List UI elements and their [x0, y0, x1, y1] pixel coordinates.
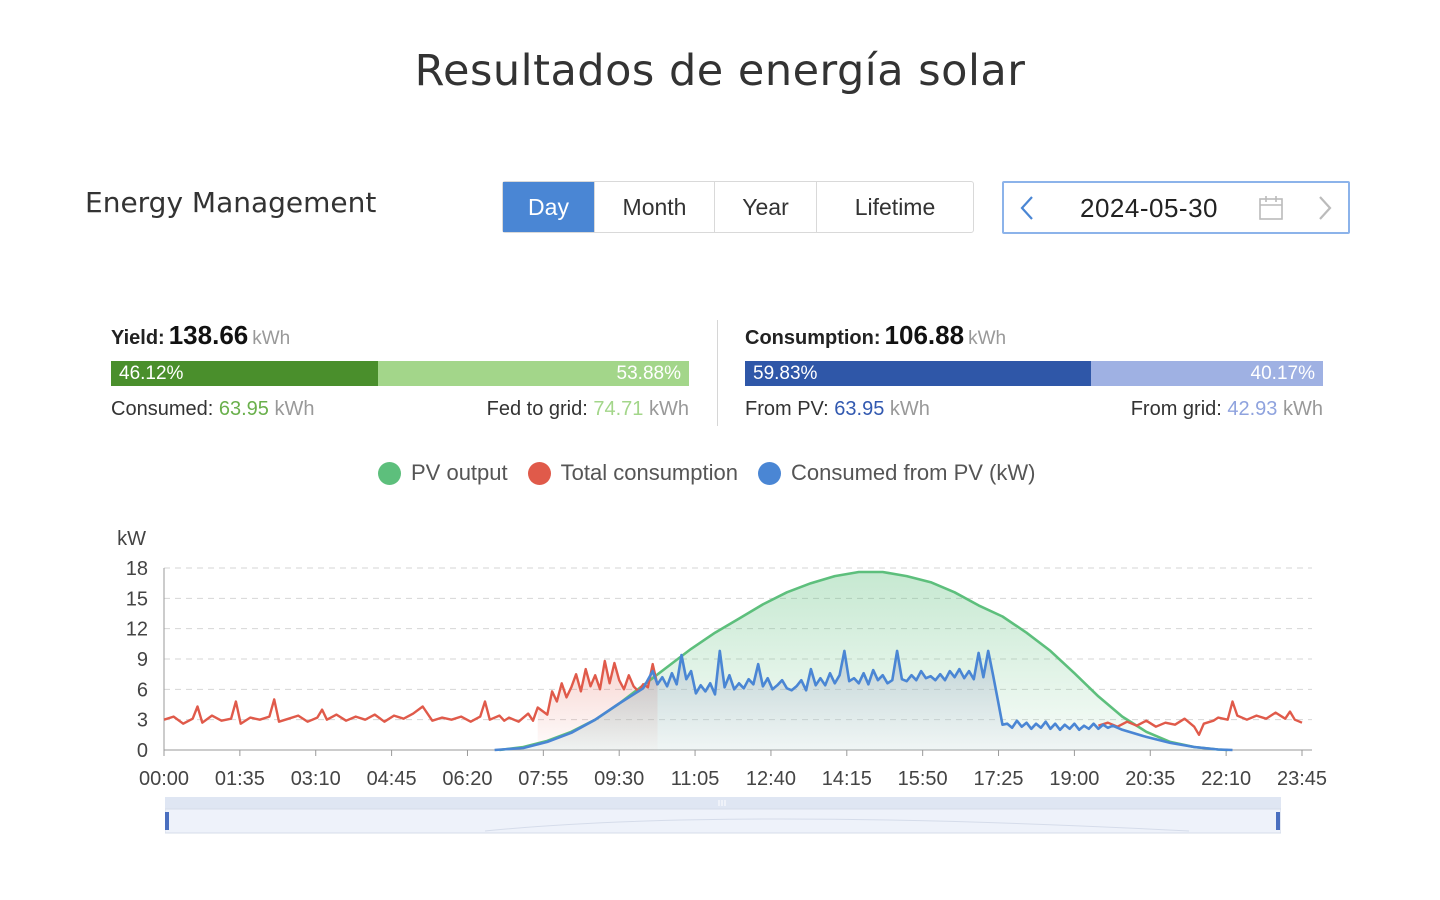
consumption-pv-segment: 59.83% [745, 361, 1091, 386]
period-tabs: Day Month Year Lifetime [502, 181, 974, 233]
yield-fed-segment: 53.88% [377, 361, 689, 386]
date-value[interactable]: 2024-05-30 [1080, 193, 1218, 223]
yield-consumed-segment: 46.12% [111, 361, 378, 386]
yield-fed-unit: kWh [649, 398, 689, 420]
zoom-slider[interactable] [165, 797, 1281, 835]
tab-lifetime[interactable]: Lifetime [854, 193, 936, 220]
y-tick-label: 6 [137, 679, 148, 701]
y-tick-label: 9 [137, 649, 148, 671]
x-tick-label: 00:00 [139, 768, 189, 790]
tab-year[interactable]: Year [715, 182, 817, 232]
x-tick-label: 04:45 [367, 768, 417, 790]
yield-fed-value: 74.71 [593, 398, 644, 420]
yield-consumed-pct: 46.12% [119, 362, 184, 384]
consumption-summary: Consumption: 106.88 kWh [745, 320, 1006, 351]
y-tick-label: 12 [126, 619, 148, 641]
legend-item-consumption[interactable]: Total consumption [527, 460, 738, 486]
yield-consumed-unit: kWh [274, 398, 315, 420]
date-picker[interactable]: 2024-05-30 [1002, 181, 1350, 234]
x-tick-label: 01:35 [215, 768, 265, 790]
yield-value: 138.66 [168, 320, 249, 350]
x-tick-label: 14:15 [822, 768, 872, 790]
x-tick-label: 15:50 [898, 768, 948, 790]
consumption-from-pv: From PV: 63.95 kWh [745, 398, 930, 421]
x-tick-label: 07:55 [518, 768, 568, 790]
consumption-label: Consumption: [745, 327, 881, 349]
y-tick-label: 15 [126, 588, 148, 610]
y-tick-label: 18 [126, 558, 148, 580]
x-tick-label: 03:10 [291, 768, 341, 790]
yield-fed-pct: 53.88% [616, 362, 681, 384]
from-pv-value: 63.95 [834, 398, 885, 420]
tab-month[interactable]: Month [595, 182, 715, 232]
calendar-icon[interactable] [1258, 195, 1284, 226]
total-consumption-line-evening [1098, 700, 1303, 736]
consumed-from-pv-line [494, 649, 1233, 752]
yield-bar: 46.12% 53.88% [111, 361, 689, 386]
yield-label: Yield: [111, 327, 165, 349]
yield-unit: kWh [252, 328, 291, 349]
slider-handle-left[interactable] [165, 812, 169, 830]
yield-consumed: Consumed: 63.95 kWh [111, 398, 314, 421]
slider-track [165, 808, 1281, 834]
consumption-value: 106.88 [884, 320, 965, 350]
x-tick-label: 09:30 [594, 768, 644, 790]
legend-label: Consumed from PV (kW) [790, 460, 1036, 485]
from-grid-label: From grid: [1130, 398, 1222, 420]
slider-grip-icon[interactable] [718, 800, 726, 806]
yield-fed-label: Fed to grid: [486, 398, 588, 420]
slider-top-bar[interactable] [165, 797, 1281, 809]
x-tick-label: 22:10 [1201, 768, 1251, 790]
yield-summary: Yield: 138.66 kWh [111, 320, 290, 351]
x-tick-label: 12:40 [746, 768, 796, 790]
section-title: Energy Management [85, 186, 377, 219]
legend-label: PV output [411, 460, 508, 485]
dot-icon [527, 461, 551, 485]
consumption-grid-segment: 40.17% [1090, 361, 1323, 386]
consumption-from-grid: From grid: 42.93 kWh [1131, 398, 1323, 421]
x-tick-label: 23:45 [1277, 768, 1327, 790]
x-tick-label: 20:35 [1125, 768, 1175, 790]
chevron-left-icon[interactable] [1012, 193, 1042, 223]
y-tick-label: 0 [137, 740, 148, 762]
y-tick-label: 3 [137, 710, 148, 732]
dot-icon [757, 461, 781, 485]
yield-fed: Fed to grid: 74.71 kWh [487, 398, 689, 421]
from-pv-unit: kWh [889, 398, 930, 420]
energy-chart: kW 0 3 6 9 12 15 18 00:00 01:35 03:10 04:45 06:20 07:… [117, 528, 1327, 790]
chevron-right-icon[interactable] [1310, 193, 1340, 223]
slider-preview-line [484, 818, 1190, 832]
page-heading: Resultados de energía solar [414, 46, 1026, 96]
x-tick-label: 17:25 [974, 768, 1024, 790]
yield-consumed-label: Consumed: [111, 398, 214, 420]
yield-consumed-value: 63.95 [218, 398, 269, 420]
tab-day[interactable]: Day [503, 182, 595, 232]
total-consumption-line [163, 659, 659, 725]
dot-icon [378, 461, 401, 485]
chart-legend: PV output Total consumption Consumed fro… [378, 460, 1055, 486]
consumption-pv-pct: 59.83% [753, 362, 818, 384]
consumption-grid-pct: 40.17% [1250, 362, 1315, 384]
slider-handle-right[interactable] [1276, 812, 1280, 830]
legend-label: Total consumption [560, 460, 738, 485]
from-grid-value: 42.93 [1227, 398, 1278, 420]
from-pv-label: From PV: [745, 398, 829, 420]
from-grid-unit: kWh [1283, 398, 1323, 420]
consumption-bar: 59.83% 40.17% [745, 361, 1323, 386]
y-axis-label: kW [117, 528, 146, 550]
legend-item-pv[interactable]: PV output [378, 460, 508, 486]
x-tick-label: 11:05 [671, 768, 720, 790]
legend-item-from-pv[interactable]: Consumed from PV (kW) [757, 460, 1036, 486]
divider [717, 320, 718, 426]
x-tick-label: 19:00 [1049, 768, 1099, 790]
consumption-unit: kWh [968, 328, 1007, 349]
x-tick-label: 06:20 [442, 768, 492, 790]
